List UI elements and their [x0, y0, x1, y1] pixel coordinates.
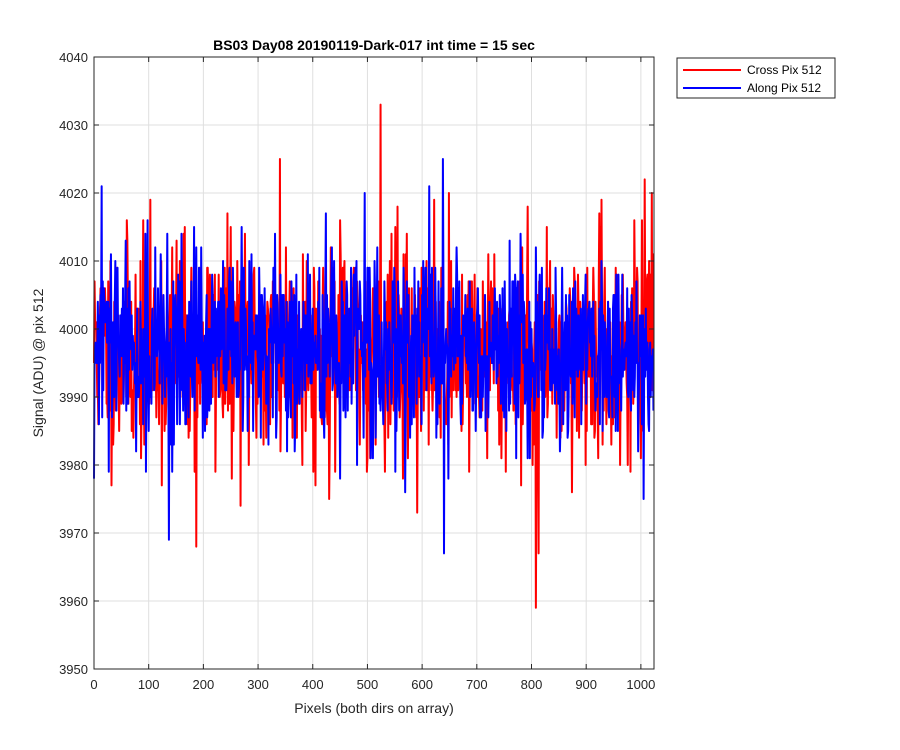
y-tick-label: 3950	[59, 662, 88, 677]
x-tick-label: 0	[90, 677, 97, 692]
x-tick-label: 100	[138, 677, 160, 692]
x-tick-label: 200	[193, 677, 215, 692]
y-tick-label: 3980	[59, 458, 88, 473]
x-tick-label: 500	[357, 677, 379, 692]
x-tick-label: 900	[575, 677, 597, 692]
x-tick-label: 300	[247, 677, 269, 692]
x-axis-label: Pixels (both dirs on array)	[294, 700, 454, 716]
y-tick-label: 4030	[59, 118, 88, 133]
x-tick-label: 400	[302, 677, 324, 692]
y-tick-label: 3970	[59, 526, 88, 541]
series-along-pix-512	[93, 158, 655, 555]
y-axis-ticks: 3950 3960 3970 3980 3990 4000 4010 4020 4030 4040	[59, 50, 654, 677]
legend-label-cross: Cross Pix 512	[747, 63, 822, 77]
x-tick-label: 1000	[626, 677, 655, 692]
x-tick-label: 600	[411, 677, 433, 692]
series-layer	[93, 103, 655, 609]
x-tick-label: 700	[466, 677, 488, 692]
chart-title: BS03 Day08 20190119-Dark-017 int time = …	[213, 37, 535, 53]
legend-box	[676, 57, 836, 99]
x-axis-ticks: 0 100 200 300 400 500 600 700 800 900 1000	[90, 57, 655, 692]
y-tick-label: 4040	[59, 50, 88, 65]
legend-label-along: Along Pix 512	[747, 81, 821, 95]
plot-frame	[93, 56, 655, 670]
y-tick-label: 3990	[59, 390, 88, 405]
y-tick-label: 4010	[59, 254, 88, 269]
x-tick-label: 800	[521, 677, 543, 692]
y-tick-label: 4000	[59, 322, 88, 337]
y-axis-label: Signal (ADU) @ pix 512	[30, 288, 46, 437]
y-tick-label: 3960	[59, 594, 88, 609]
y-tick-label: 4020	[59, 186, 88, 201]
legend: Cross Pix 512 Along Pix 512	[676, 57, 836, 99]
